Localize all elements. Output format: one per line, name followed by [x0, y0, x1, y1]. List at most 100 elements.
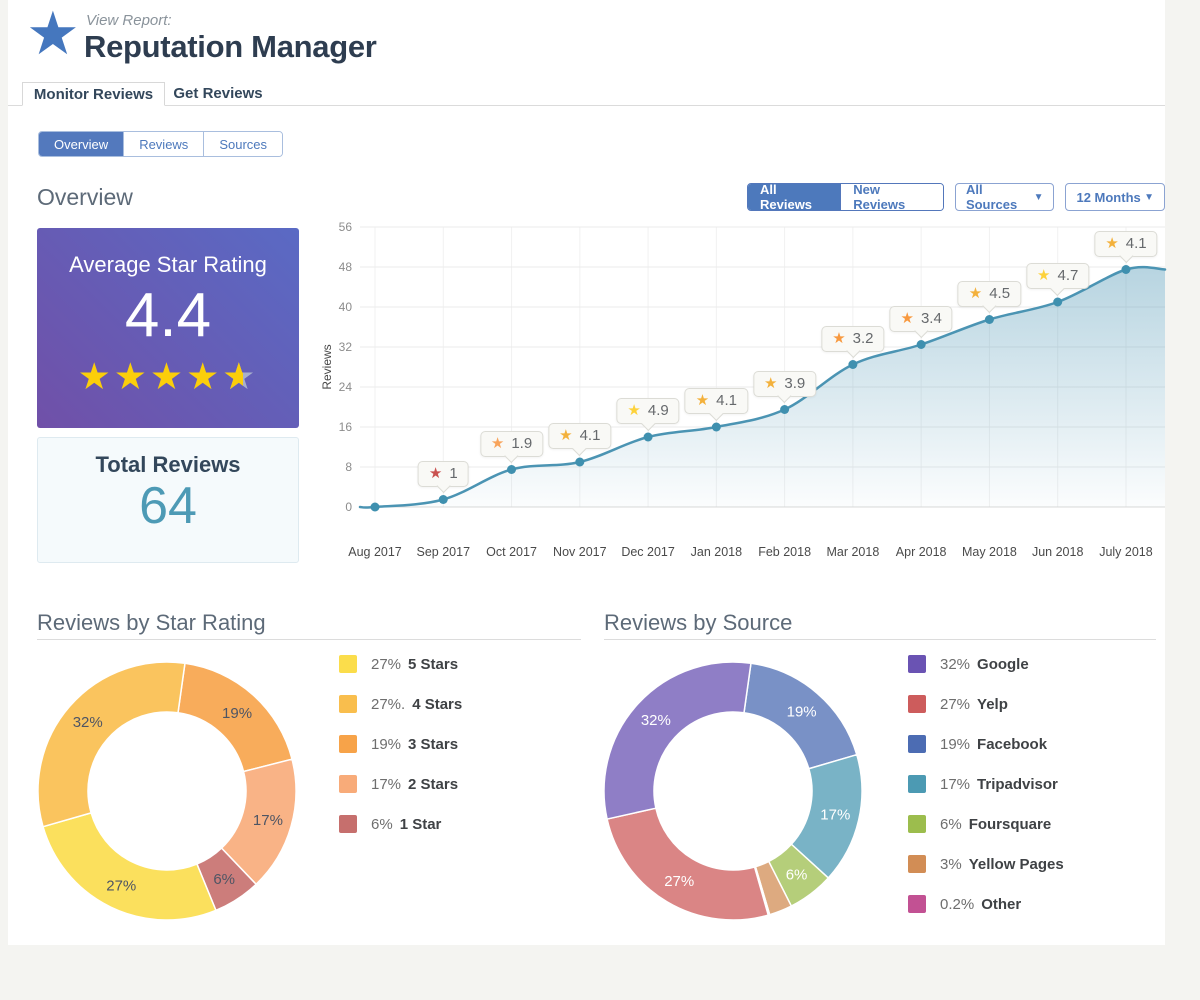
legend-swatch: [908, 855, 926, 873]
tab-get-reviews[interactable]: Get Reviews: [173, 85, 263, 102]
legend-item-yelp: 27% Yelp: [908, 695, 1064, 713]
rating-callout: ★ 4.1: [1094, 230, 1158, 257]
timeframe-dropdown-label: 12 Months: [1076, 189, 1141, 205]
data-point[interactable]: [780, 405, 790, 414]
rating-callout: ★ 4.7: [1026, 263, 1090, 289]
average-card-title: Average Star Rating: [69, 252, 267, 277]
slice-label: 27%: [664, 873, 694, 890]
legend-swatch: [908, 655, 926, 673]
legend-label: Yelp: [977, 695, 1008, 713]
donut-slice-4-stars[interactable]: [37, 661, 186, 828]
x-tick-label: Sep 2017: [417, 545, 471, 559]
donut-slice-yelp[interactable]: [606, 807, 769, 921]
legend-swatch: [339, 735, 357, 753]
slice-label: 19%: [222, 705, 252, 722]
data-point[interactable]: [984, 315, 994, 324]
legend-swatch: [908, 735, 926, 753]
legend-item-tripadvisor: 17% Tripadvisor: [908, 775, 1064, 793]
slice-label: 17%: [253, 812, 283, 829]
legend-label: Tripadvisor: [977, 775, 1058, 793]
star-rating-legend: 27% 5 Stars 27%. 4 Stars 19% 3 Stars 17% 2 Star…: [339, 655, 462, 855]
legend-swatch: [908, 815, 926, 833]
chevron-down-icon: ▼: [1033, 191, 1044, 203]
legend-label: Other: [981, 895, 1022, 913]
legend-item-5-stars: 27% 5 Stars: [339, 655, 462, 673]
legend-label: 5 Stars: [408, 655, 459, 673]
sources-dropdown-label: All Sources: [965, 182, 1018, 212]
star-rating-section-title: Reviews by Star Rating: [37, 610, 266, 635]
x-tick-label: Nov 2017: [553, 545, 607, 559]
total-card-title: Total Reviews: [95, 452, 241, 477]
legend-item-facebook: 19% Facebook: [908, 735, 1064, 753]
subnav-sources[interactable]: Sources: [203, 132, 283, 156]
star-icon: ★: [627, 402, 641, 419]
data-point[interactable]: [1053, 297, 1063, 307]
rating-callout: ★ 1: [417, 460, 469, 487]
x-tick-label: Oct 2017: [486, 545, 537, 559]
legend-label: 3 Stars: [408, 735, 459, 753]
view-report-label: View Report:: [86, 12, 172, 29]
star-icon: ★: [1037, 267, 1051, 284]
legend-label: Foursquare: [968, 815, 1052, 833]
x-tick-label: Apr 2018: [896, 545, 947, 559]
subnav: Overview Reviews Sources: [38, 131, 284, 157]
new-reviews-toggle[interactable]: New Reviews: [840, 184, 943, 210]
legend-swatch: [908, 775, 926, 793]
rating-value: 3.9: [784, 374, 806, 392]
source-legend: 32% Google 27% Yelp 19% Facebook 17% Tripadviso…: [908, 655, 1064, 935]
y-tick-label: 48: [339, 260, 353, 274]
star-icon: ★: [490, 434, 505, 452]
rating-value: 1.9: [511, 434, 533, 452]
data-point[interactable]: [575, 457, 585, 467]
legend-percent: 27%: [371, 655, 402, 673]
donut-slice-google[interactable]: [603, 661, 752, 820]
legend-swatch: [339, 815, 357, 833]
sources-dropdown[interactable]: All Sources ▼: [954, 182, 1055, 212]
slice-label: 32%: [73, 714, 103, 731]
subnav-reviews[interactable]: Reviews: [123, 132, 204, 156]
legend-label: 2 Stars: [408, 775, 459, 793]
legend-item-google: 32% Google: [908, 655, 1064, 673]
tab-monitor-reviews[interactable]: Monitor Reviews: [22, 82, 165, 106]
x-tick-label: Feb 2018: [758, 545, 811, 559]
legend-swatch: [339, 775, 357, 793]
legend-label: 4 Stars: [412, 695, 463, 713]
data-point[interactable]: [370, 502, 380, 512]
rating-callout: ★ 3.4: [889, 305, 953, 332]
rating-callout: ★ 4.1: [548, 423, 612, 449]
y-axis-label: Reviews: [322, 344, 334, 389]
data-point[interactable]: [916, 340, 926, 349]
rating-value: 1: [449, 464, 458, 482]
rating-value: 3.2: [852, 329, 874, 347]
source-donut-chart: 19% 17% 6% 27% 32%: [598, 656, 868, 931]
legend-item-3-stars: 19% 3 Stars: [339, 735, 462, 753]
donut-slice-5-stars[interactable]: [42, 812, 217, 921]
data-point[interactable]: [507, 465, 517, 474]
data-point[interactable]: [1121, 265, 1131, 274]
y-tick-label: 16: [339, 420, 353, 434]
data-point[interactable]: [711, 422, 721, 432]
data-point[interactable]: [643, 432, 653, 442]
legend-item-yellow-pages: 3% Yellow Pages: [908, 855, 1064, 873]
trend-line: [358, 265, 1167, 509]
star-icon: ★: [113, 356, 150, 398]
slice-label: 6%: [786, 867, 808, 884]
legend-label: 1 Star: [399, 815, 442, 833]
star-icon: ★: [186, 356, 223, 398]
y-tick-label: 8: [345, 460, 352, 474]
data-point[interactable]: [848, 360, 858, 369]
subnav-overview[interactable]: Overview: [39, 132, 124, 156]
legend-item-other: 0.2% Other: [908, 895, 1064, 913]
chevron-down-icon: ▼: [1144, 191, 1154, 203]
rating-value: 4.5: [989, 284, 1011, 302]
reviews-toggle-group: All Reviews New Reviews: [747, 183, 944, 211]
timeframe-dropdown[interactable]: 12 Months ▼: [1065, 183, 1165, 211]
legend-swatch: [908, 895, 926, 913]
star-rating-donut-chart: 19% 17% 6% 27% 32%: [32, 656, 302, 931]
star-icon: ★: [763, 374, 778, 392]
legend-percent: 27%.: [371, 695, 406, 713]
data-point[interactable]: [438, 495, 448, 504]
all-reviews-toggle[interactable]: All Reviews: [748, 184, 841, 210]
x-tick-label: Jun 2018: [1032, 545, 1083, 559]
x-tick-label: July 2018: [1099, 545, 1153, 559]
